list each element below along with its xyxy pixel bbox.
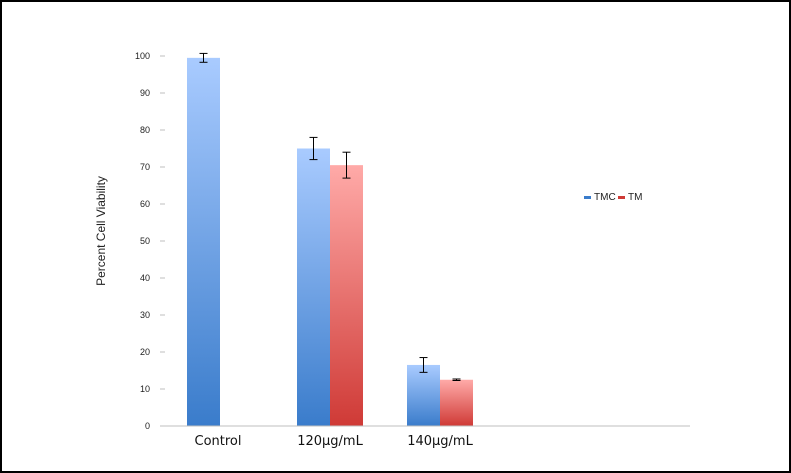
y-axis-title: Percent Cell Viability [94, 176, 108, 286]
x-axis-labels: Control 120µg/mL 140µg/mL [195, 434, 474, 449]
error-bars [199, 52, 461, 381]
bar-tm-2 [440, 379, 473, 426]
legend-swatch-tmc [584, 196, 591, 199]
y-tick-label: 80 [140, 125, 150, 135]
y-tick-label: 90 [140, 88, 150, 98]
x-tick-label: 140µg/mL [407, 434, 473, 449]
bar-tmc-0 [187, 57, 220, 426]
y-tick-label: 30 [140, 310, 150, 320]
y-tick-label: 100 [135, 51, 150, 61]
y-tick-label: 0 [145, 421, 150, 431]
y-tick-label: 40 [140, 273, 150, 283]
x-tick-label: 120µg/mL [297, 434, 363, 449]
y-tick-label: 20 [140, 347, 150, 357]
bar-tmc-1 [297, 148, 330, 426]
y-tick-label: 10 [140, 384, 150, 394]
legend-label-tm: TM [628, 192, 642, 203]
bar-tm-1 [330, 165, 363, 426]
y-tick-label: 60 [140, 199, 150, 209]
legend-swatch-tm [618, 196, 625, 199]
y-axis-ticks: 0 10 20 30 40 50 60 70 80 90 100 [135, 51, 165, 431]
y-tick-label: 70 [140, 162, 150, 172]
legend-label-tmc: TMC [594, 192, 616, 203]
x-tick-label: Control [195, 434, 242, 449]
bar-tmc-2 [407, 364, 440, 426]
y-tick-label: 50 [140, 236, 150, 246]
legend: TMC TM [584, 192, 642, 203]
bar-marks [187, 57, 473, 426]
